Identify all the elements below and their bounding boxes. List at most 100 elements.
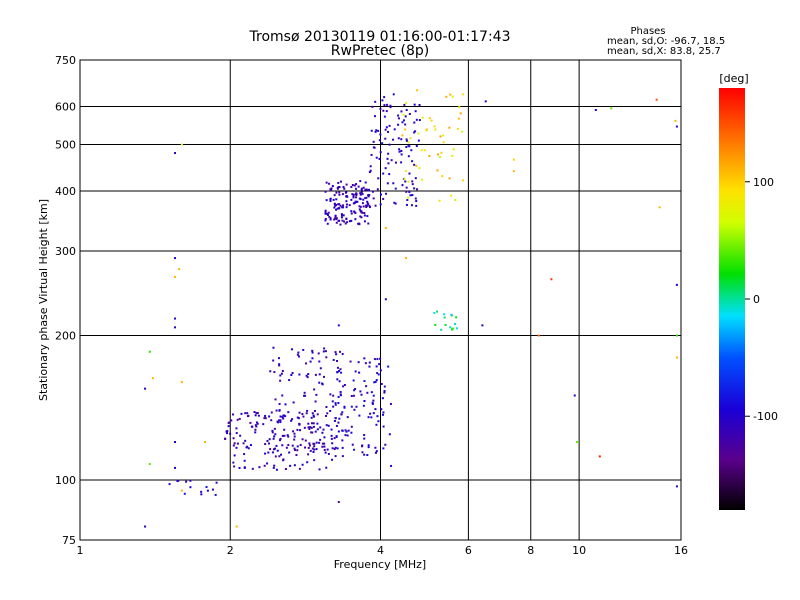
data-point — [414, 197, 417, 200]
data-point — [400, 110, 403, 113]
data-point — [242, 442, 245, 445]
data-point — [314, 430, 317, 433]
data-point — [405, 146, 408, 149]
data-point — [310, 416, 313, 419]
data-point — [351, 443, 354, 446]
data-point — [318, 441, 321, 444]
data-point — [337, 203, 340, 206]
data-point — [283, 428, 286, 431]
data-point — [279, 374, 282, 377]
data-point — [436, 153, 439, 156]
data-point — [267, 442, 270, 445]
data-point — [401, 184, 404, 187]
data-point — [359, 215, 362, 218]
data-point — [275, 468, 278, 471]
data-point — [253, 411, 256, 414]
data-point — [173, 326, 176, 329]
data-point — [337, 402, 340, 405]
data-point — [326, 212, 329, 215]
data-point — [400, 153, 403, 156]
data-point — [321, 442, 324, 445]
data-point — [326, 412, 329, 415]
data-point — [278, 364, 281, 367]
data-point — [323, 436, 326, 439]
data-point — [415, 118, 418, 121]
data-point — [361, 444, 364, 447]
data-point — [288, 451, 291, 454]
data-point — [240, 412, 243, 415]
data-point — [401, 134, 404, 137]
data-point — [342, 204, 345, 207]
data-point — [278, 439, 281, 442]
data-point — [318, 468, 321, 471]
data-point — [301, 463, 304, 466]
data-point — [327, 213, 330, 216]
data-point — [323, 442, 326, 445]
data-point — [370, 153, 373, 156]
data-point — [346, 434, 349, 437]
data-point — [324, 350, 327, 353]
data-point — [173, 275, 176, 278]
data-point — [374, 130, 377, 133]
data-point — [405, 138, 408, 141]
data-point — [388, 173, 391, 176]
data-point — [296, 445, 299, 448]
data-point — [436, 310, 439, 313]
data-point — [378, 363, 381, 366]
data-point — [269, 370, 272, 373]
data-point — [400, 161, 403, 164]
data-point — [414, 177, 417, 180]
data-point — [348, 204, 351, 207]
data-point — [330, 437, 333, 440]
data-point — [378, 139, 381, 142]
x-axis-label: Frequency [MHz] — [334, 558, 426, 571]
data-point — [406, 199, 409, 202]
data-point — [334, 417, 337, 420]
data-point — [418, 119, 421, 122]
data-point — [387, 130, 390, 133]
data-point — [352, 193, 355, 196]
data-point — [298, 355, 301, 358]
data-point — [374, 100, 377, 103]
data-point — [228, 421, 231, 424]
data-point — [364, 197, 367, 200]
data-point — [337, 219, 340, 222]
data-point — [339, 368, 342, 371]
data-point — [293, 435, 296, 438]
data-point — [340, 216, 343, 219]
data-point — [358, 208, 361, 211]
data-point — [313, 445, 316, 448]
data-point — [335, 191, 338, 194]
data-point — [382, 413, 385, 416]
data-point — [304, 439, 307, 442]
data-point — [387, 365, 390, 368]
data-point — [404, 115, 407, 118]
data-point — [307, 453, 310, 456]
data-point — [285, 446, 288, 449]
data-point — [377, 373, 380, 376]
data-point — [267, 451, 270, 454]
colorbar-tick-label: 100 — [753, 176, 774, 189]
data-point — [296, 416, 299, 419]
data-point — [333, 202, 336, 205]
data-point — [374, 446, 377, 449]
data-point — [255, 412, 258, 415]
data-point — [337, 181, 340, 184]
data-point — [178, 268, 181, 271]
data-point — [337, 421, 340, 424]
data-point — [337, 395, 340, 398]
data-point — [214, 493, 217, 496]
data-point — [279, 419, 282, 422]
data-point — [363, 453, 366, 456]
data-point — [355, 187, 358, 190]
data-point — [333, 194, 336, 197]
data-point — [315, 441, 318, 444]
data-point — [331, 185, 334, 188]
data-point — [417, 139, 420, 142]
data-point — [232, 437, 235, 440]
data-point — [573, 394, 576, 397]
data-point — [393, 201, 396, 204]
data-point — [451, 95, 454, 98]
data-point — [341, 455, 344, 458]
y-tick-label: 75 — [62, 534, 76, 547]
